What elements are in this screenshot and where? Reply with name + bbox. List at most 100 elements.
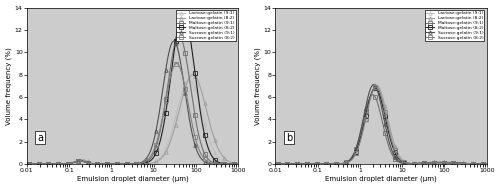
Line: Lactose:gelatin (9:1): Lactose:gelatin (9:1) — [274, 82, 488, 166]
Sucrose:gelatin (8:2) — [358, 138, 364, 140]
Lactose:gelatin (8:2) — [272, 163, 278, 165]
Lactose:gelatin (9:1) — [438, 161, 444, 163]
Lactose:gelatin (8:2) — [110, 163, 116, 165]
Maltose:gelatin (9:1) — [370, 94, 376, 96]
Maltose:gelatin (8:2) — [418, 162, 424, 164]
Maltose:gelatin (9:1) — [484, 163, 490, 165]
Line: Lactose:gelatin (8:2): Lactose:gelatin (8:2) — [274, 84, 488, 166]
Sucrose:gelatin (8:2) — [46, 163, 52, 165]
Lactose:gelatin (8:2) — [188, 74, 194, 76]
Maltose:gelatin (8:2) — [235, 163, 241, 165]
Lactose:gelatin (9:1) — [186, 79, 192, 81]
Y-axis label: Volume frequency (%): Volume frequency (%) — [6, 47, 12, 125]
Maltose:gelatin (8:2) — [117, 163, 123, 165]
Maltose:gelatin (8:2) — [110, 163, 116, 165]
X-axis label: Emulsion droplet diameter (μm): Emulsion droplet diameter (μm) — [76, 176, 188, 182]
Lactose:gelatin (8:2) — [192, 75, 198, 77]
Lactose:gelatin (8:2) — [418, 162, 424, 164]
Lactose:gelatin (8:2) — [235, 163, 241, 165]
Sucrose:gelatin (8:2) — [24, 163, 30, 165]
Line: Sucrose:gelatin (8:2): Sucrose:gelatin (8:2) — [274, 85, 488, 166]
Lactose:gelatin (9:1) — [372, 82, 378, 85]
Sucrose:gelatin (8:2) — [117, 163, 123, 165]
Maltose:gelatin (9:1) — [176, 34, 182, 37]
Lactose:gelatin (9:1) — [24, 163, 30, 165]
Sucrose:gelatin (9:1) — [169, 42, 175, 44]
Lactose:gelatin (9:1) — [366, 95, 372, 97]
Maltose:gelatin (8:2) — [46, 163, 52, 165]
Sucrose:gelatin (9:1) — [192, 146, 198, 148]
Lactose:gelatin (8:2) — [24, 163, 30, 165]
Sucrose:gelatin (9:1) — [24, 163, 30, 165]
Maltose:gelatin (8:2) — [272, 163, 278, 165]
Lactose:gelatin (9:1) — [272, 163, 278, 165]
Sucrose:gelatin (9:1) — [189, 131, 195, 133]
Maltose:gelatin (9:1) — [272, 163, 278, 165]
Lactose:gelatin (9:1) — [117, 163, 123, 165]
Lactose:gelatin (9:1) — [418, 162, 424, 164]
Sucrose:gelatin (9:1) — [272, 163, 278, 165]
Sucrose:gelatin (9:1) — [441, 161, 447, 164]
Maltose:gelatin (9:1) — [418, 162, 424, 164]
Maltose:gelatin (9:1) — [24, 163, 30, 165]
Lactose:gelatin (9:1) — [484, 163, 490, 165]
Maltose:gelatin (8:2) — [441, 161, 447, 164]
Lactose:gelatin (8:2) — [441, 161, 447, 163]
Sucrose:gelatin (9:1) — [438, 161, 444, 163]
Lactose:gelatin (8:2) — [46, 163, 52, 165]
Maltose:gelatin (8:2) — [294, 163, 300, 165]
Line: Lactose:gelatin (8:2): Lactose:gelatin (8:2) — [25, 73, 240, 166]
Lactose:gelatin (8:2) — [374, 85, 380, 87]
Lactose:gelatin (9:1) — [358, 130, 364, 132]
Line: Maltose:gelatin (9:1): Maltose:gelatin (9:1) — [25, 34, 240, 166]
Lactose:gelatin (8:2) — [366, 105, 372, 108]
Maltose:gelatin (9:1) — [441, 161, 447, 164]
Sucrose:gelatin (8:2) — [294, 163, 300, 165]
Sucrose:gelatin (8:2) — [366, 104, 372, 107]
Maltose:gelatin (8:2) — [372, 87, 378, 89]
Lactose:gelatin (8:2) — [294, 163, 300, 165]
Maltose:gelatin (8:2) — [189, 47, 195, 50]
Text: b: b — [286, 133, 292, 143]
Lactose:gelatin (8:2) — [438, 161, 444, 163]
Maltose:gelatin (8:2) — [484, 163, 490, 165]
Maltose:gelatin (9:1) — [110, 163, 116, 165]
Maltose:gelatin (8:2) — [358, 135, 364, 137]
Maltose:gelatin (8:2) — [180, 12, 186, 14]
Sucrose:gelatin (8:2) — [438, 161, 444, 164]
Sucrose:gelatin (9:1) — [110, 163, 116, 165]
Lactose:gelatin (9:1) — [235, 163, 241, 165]
Maltose:gelatin (9:1) — [438, 161, 444, 164]
Sucrose:gelatin (9:1) — [46, 163, 52, 165]
Lactose:gelatin (8:2) — [190, 74, 196, 76]
Sucrose:gelatin (9:1) — [171, 40, 177, 42]
Sucrose:gelatin (9:1) — [370, 83, 376, 86]
Maltose:gelatin (9:1) — [294, 163, 300, 165]
Text: a: a — [38, 133, 44, 143]
Line: Lactose:gelatin (9:1): Lactose:gelatin (9:1) — [25, 78, 240, 166]
Sucrose:gelatin (8:2) — [110, 163, 116, 165]
Line: Sucrose:gelatin (9:1): Sucrose:gelatin (9:1) — [25, 39, 240, 166]
Sucrose:gelatin (8:2) — [169, 70, 175, 73]
Sucrose:gelatin (9:1) — [366, 94, 372, 96]
Lactose:gelatin (8:2) — [358, 138, 364, 140]
Maltose:gelatin (8:2) — [24, 163, 30, 165]
Maltose:gelatin (8:2) — [438, 161, 444, 164]
Legend: Lactose:gelatin (9:1), Lactose:gelatin (8:2), Maltose:gelatin (9:1), Maltose:gel: Lactose:gelatin (9:1), Lactose:gelatin (… — [176, 10, 236, 41]
Lactose:gelatin (9:1) — [110, 163, 116, 165]
Lactose:gelatin (8:2) — [117, 163, 123, 165]
Lactose:gelatin (9:1) — [192, 89, 198, 91]
Maltose:gelatin (9:1) — [358, 130, 364, 132]
Lactose:gelatin (9:1) — [441, 161, 447, 163]
Sucrose:gelatin (8:2) — [441, 161, 447, 164]
Line: Maltose:gelatin (9:1): Maltose:gelatin (9:1) — [274, 93, 488, 166]
Maltose:gelatin (9:1) — [169, 57, 175, 59]
Line: Sucrose:gelatin (9:1): Sucrose:gelatin (9:1) — [274, 83, 488, 166]
Sucrose:gelatin (9:1) — [418, 162, 424, 164]
Maltose:gelatin (9:1) — [366, 100, 372, 102]
Lactose:gelatin (9:1) — [46, 163, 52, 165]
Maltose:gelatin (9:1) — [235, 163, 241, 165]
Line: Maltose:gelatin (8:2): Maltose:gelatin (8:2) — [25, 11, 240, 166]
Sucrose:gelatin (8:2) — [373, 86, 379, 88]
Maltose:gelatin (8:2) — [366, 102, 372, 104]
